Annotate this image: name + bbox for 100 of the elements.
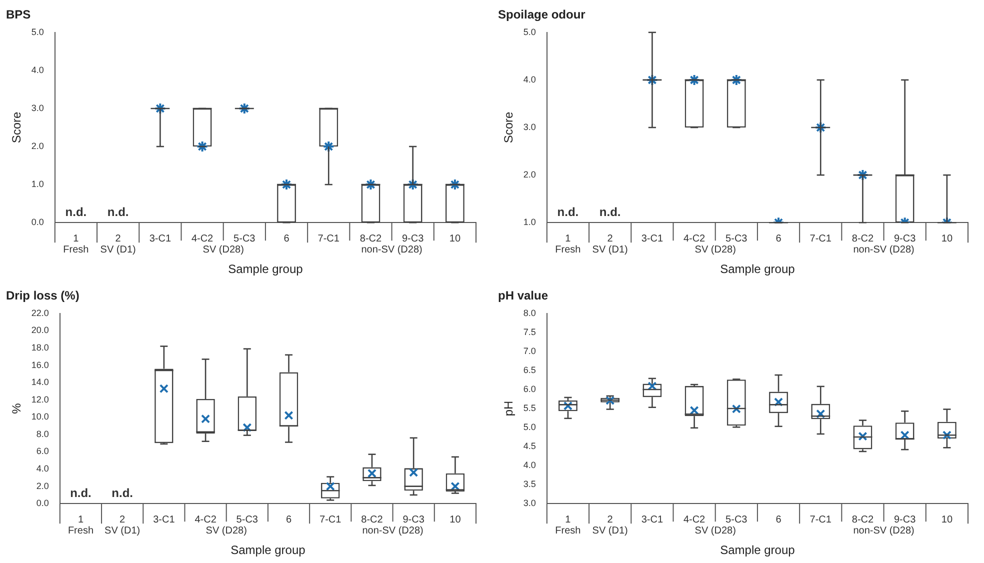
- x-tick-label: 1: [73, 233, 80, 244]
- y-tick-label: 2.0: [523, 170, 536, 180]
- annotation: n.d.: [65, 204, 87, 219]
- text: SV (D28): [202, 244, 244, 256]
- y-tick-label: 7.5: [523, 326, 536, 337]
- x-tick-label: 6: [776, 514, 782, 526]
- annotation: n.d.: [112, 486, 133, 500]
- x-tick-label: 2: [115, 233, 122, 244]
- y-tick-label: 5.0: [523, 26, 536, 37]
- text: non-SV (D28): [362, 525, 424, 536]
- y-tick-label: 4.0: [523, 74, 536, 84]
- chart-title: Drip loss (%): [6, 288, 80, 303]
- y-tick-label: 14.0: [31, 377, 49, 388]
- text: SV (D1): [104, 525, 140, 536]
- text: Fresh: [63, 244, 89, 256]
- y-tick-label: 20.0: [31, 325, 49, 336]
- text: SV (D28): [694, 525, 736, 536]
- x-tick-label: 2: [607, 514, 614, 526]
- x-tick-label: 8-C2: [360, 233, 382, 244]
- text: SV (D1): [592, 244, 628, 256]
- y-tick-label: 12.0: [31, 394, 49, 404]
- y-axis-title: Score: [10, 112, 24, 144]
- x-tick-label: 1: [78, 514, 84, 526]
- x-tick-label: 4-C2: [194, 514, 217, 526]
- y-axis-title: Score: [502, 112, 516, 144]
- y-tick-label: 7.0: [523, 346, 536, 356]
- text: Fresh: [555, 244, 581, 256]
- x-axis-title: Sample group: [230, 543, 306, 558]
- x-tick-label: 5-C3: [234, 233, 256, 244]
- x-tick-label: 3-C1: [153, 514, 176, 526]
- x-tick-label: 3-C1: [149, 233, 172, 244]
- text: SV (D1): [100, 244, 136, 256]
- annotation: n.d.: [599, 204, 621, 219]
- text: non-SV (D28): [853, 525, 914, 536]
- text: SV (D28): [694, 244, 736, 256]
- x-tick-label: 7-C1: [810, 514, 832, 526]
- x-tick-label: 8-C2: [852, 233, 874, 244]
- x-tick-label: 2: [120, 514, 126, 526]
- x-tick-label: 5-C3: [726, 514, 748, 526]
- annotation: n.d.: [70, 486, 92, 500]
- x-tick-label: 3-C1: [641, 233, 664, 244]
- x-tick-label: 9-C3: [894, 514, 916, 526]
- chart-title: BPS: [6, 8, 31, 22]
- y-tick-label: 3.5: [523, 479, 536, 490]
- x-tick-label: 3-C1: [641, 514, 664, 526]
- x-tick-label: 6: [284, 233, 290, 244]
- x-tick-label: 8-C2: [852, 514, 874, 526]
- x-tick-label: 10: [450, 514, 462, 526]
- y-tick-label: 6.0: [36, 446, 49, 456]
- y-tick-label: 3.0: [523, 122, 536, 132]
- y-tick-label: 6.5: [523, 364, 536, 375]
- x-tick-label: 7-C1: [810, 233, 832, 244]
- y-tick-label: 4.5: [523, 441, 536, 452]
- y-tick-label: 3.0: [31, 102, 44, 113]
- y-tick-label: 1.0: [31, 179, 44, 190]
- x-tick-label: 4-C2: [191, 233, 214, 244]
- y-tick-label: 5.0: [31, 26, 44, 37]
- x-tick-label: 1: [565, 233, 572, 244]
- y-tick-label: 2.0: [36, 480, 49, 491]
- x-tick-label: 9-C3: [894, 233, 916, 244]
- annotation: n.d.: [107, 204, 129, 219]
- y-tick-label: 16.0: [31, 360, 49, 370]
- chart-title: Spoilage odour: [498, 8, 586, 22]
- x-tick-label: 9-C3: [402, 514, 425, 526]
- y-axis-title: %: [10, 402, 24, 414]
- y-tick-label: 0.0: [31, 217, 44, 228]
- y-tick-label: 6.0: [523, 384, 536, 394]
- chart-title: pH value: [498, 288, 548, 303]
- x-tick-label: 4-C2: [683, 233, 706, 244]
- x-tick-label: 7-C1: [318, 233, 340, 244]
- text: non-SV (D28): [853, 244, 914, 256]
- y-tick-label: 2.0: [31, 141, 44, 152]
- y-tick-label: 22.0: [31, 308, 49, 318]
- x-tick-label: 1: [565, 514, 572, 526]
- x-tick-label: 6: [776, 233, 782, 244]
- x-axis-title: Sample group: [720, 262, 796, 276]
- y-tick-label: 5.0: [523, 422, 536, 432]
- y-tick-label: 8.0: [523, 308, 536, 318]
- y-tick-label: 4.0: [31, 64, 44, 75]
- text: Fresh: [68, 525, 94, 536]
- y-tick-label: 4.0: [36, 464, 49, 474]
- x-tick-label: 10: [941, 233, 953, 244]
- y-tick-label: 10.0: [31, 412, 49, 422]
- y-tick-label: 3.0: [523, 498, 536, 508]
- x-tick-label: 4-C2: [683, 514, 706, 526]
- y-tick-label: 0.0: [36, 498, 49, 508]
- x-tick-label: 10: [449, 233, 461, 244]
- y-tick-label: 8.0: [36, 428, 49, 439]
- x-tick-label: 6: [286, 514, 292, 526]
- x-tick-label: 5-C3: [236, 514, 258, 526]
- x-tick-label: 10: [941, 514, 953, 526]
- x-tick-label: 2: [607, 233, 614, 244]
- x-axis-title: Sample group: [228, 262, 304, 276]
- y-tick-label: 1.0: [523, 217, 536, 228]
- x-axis-title: Sample group: [720, 543, 796, 558]
- text: non-SV (D28): [361, 244, 422, 256]
- text: SV (D1): [592, 525, 628, 536]
- annotation: n.d.: [557, 204, 579, 219]
- text: SV (D28): [206, 525, 247, 536]
- x-tick-label: 8-C2: [361, 514, 384, 526]
